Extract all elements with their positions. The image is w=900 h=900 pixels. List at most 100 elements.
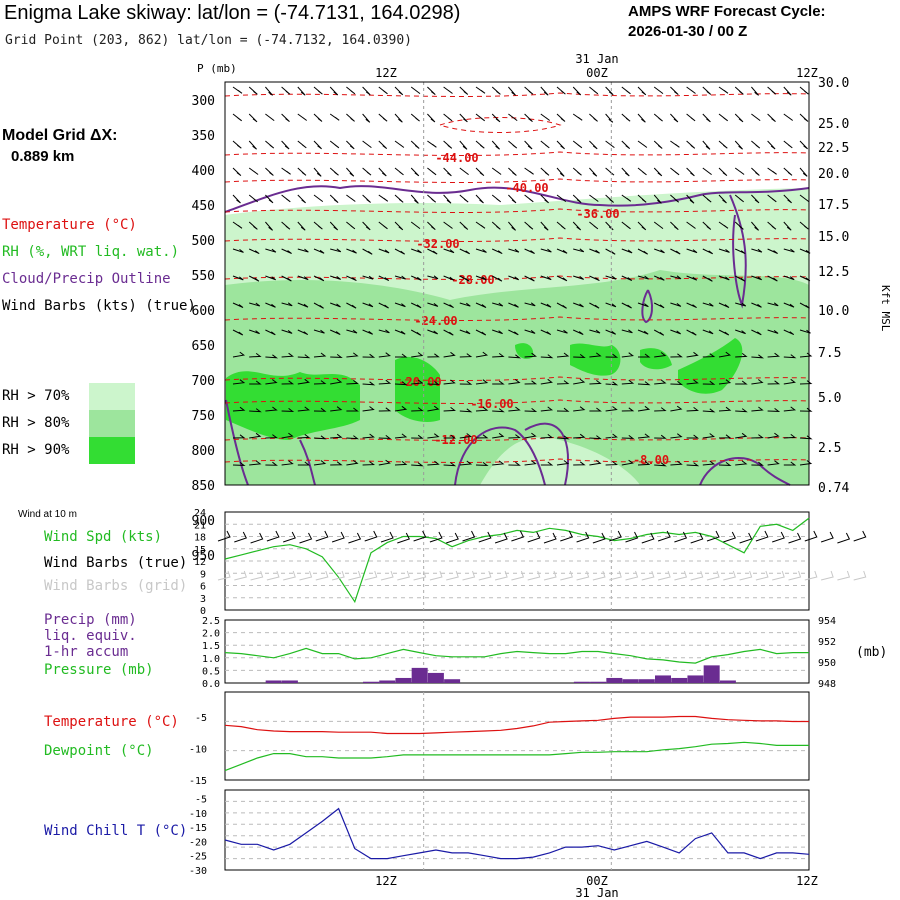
wind-barb: [508, 86, 516, 96]
precip-ytick: 0.0: [202, 679, 220, 690]
wind-barb: [686, 221, 696, 229]
wind-barb: [540, 302, 552, 308]
wind-barb: [767, 167, 777, 175]
wind-barb: [621, 113, 631, 122]
wind-barb: [297, 167, 307, 176]
wind-barb: [330, 354, 343, 358]
wind-barb: [540, 221, 549, 231]
wind-barb: [637, 221, 647, 231]
temp-contour-label: -44.00: [435, 151, 478, 165]
wind-barb-true: [723, 531, 737, 543]
wind-barb-true: [429, 531, 443, 543]
rh90-region-b: [395, 356, 440, 422]
wind-barb: [329, 113, 340, 121]
wind-barb: [249, 302, 261, 307]
wind-barbs-true-label: Wind Barbs (true): [44, 555, 188, 571]
wind-barb: [265, 113, 275, 121]
wind-barb: [718, 113, 729, 122]
precip-bar: [363, 681, 379, 683]
pressure-axis-unit: (mb): [856, 645, 887, 660]
wind-barb: [394, 248, 405, 255]
wind-barb: [249, 329, 260, 335]
wind-barb: [459, 353, 473, 358]
wind-barb: [411, 352, 424, 358]
wind-barb: [621, 302, 632, 309]
wind-barb: [410, 194, 419, 204]
wind-barb: [378, 140, 388, 149]
wind-barb: [783, 302, 795, 308]
wind-barb: [556, 329, 568, 334]
pressure-tick-label: 350: [192, 129, 215, 144]
wind-barb: [297, 461, 311, 466]
wind-barb: [605, 221, 614, 231]
windchill-line: [224, 807, 810, 860]
wind-barb-true: [755, 530, 769, 542]
wind-barb: [799, 407, 813, 412]
wind-barb: [281, 221, 291, 230]
windchill-ytick: -25: [189, 852, 207, 863]
dewpoint-line: [224, 741, 809, 772]
date-label-bottom: 31 Jan: [575, 886, 618, 900]
wind-barb: [281, 408, 295, 412]
wind-barb: [232, 379, 246, 385]
wind-barb: [281, 460, 294, 466]
wind-barb-true: [511, 530, 525, 542]
wind-barb: [589, 221, 599, 230]
wind-barb: [573, 378, 586, 385]
wind-barb: [589, 275, 600, 282]
rh90-region-a: [226, 371, 360, 440]
wind-barb: [751, 167, 760, 176]
wind-barb-grid: [462, 570, 476, 581]
wind-barb: [362, 302, 374, 308]
wind-barb: [459, 86, 469, 95]
wind-barb: [508, 167, 517, 176]
temp-contour-label: -32.00: [416, 237, 459, 251]
wind-barb: [313, 194, 324, 202]
wind-barb: [605, 248, 616, 255]
wind-barb: [702, 353, 716, 358]
wind-barb: [799, 380, 813, 385]
wind-barb: [783, 113, 793, 121]
wind-barb: [670, 460, 683, 466]
wind-barb: [329, 221, 339, 231]
temp-contour-3: [224, 208, 810, 213]
wind-barb: [232, 329, 244, 336]
wind-ytick: 3: [200, 594, 206, 605]
wind-barb: [410, 167, 420, 177]
time-tick-top: 12Z: [375, 66, 397, 80]
precip-label-3: 1-hr accum: [44, 644, 129, 660]
wind-barb-grid: [641, 570, 655, 581]
rh90-region-d: [640, 348, 672, 370]
wind-barb: [508, 379, 521, 385]
wind-barb: [702, 167, 712, 175]
wind-barb: [410, 221, 421, 229]
wind-barb: [508, 194, 517, 204]
wind-barb: [751, 221, 759, 231]
wind-barb: [589, 86, 599, 95]
wind-barb: [589, 435, 603, 440]
wind-barb: [735, 353, 748, 358]
wind-barb: [394, 461, 408, 466]
wind-barb: [702, 460, 716, 466]
wind-barb: [475, 248, 487, 253]
wind-barb: [248, 86, 258, 95]
wind-barb: [410, 86, 421, 94]
wind-barb: [589, 167, 598, 177]
wind-barb: [751, 113, 761, 121]
wind-barb: [346, 113, 355, 122]
wind-barb: [735, 432, 748, 439]
wind-barb: [556, 221, 566, 230]
wind-barb: [524, 380, 538, 385]
pressure-tick-label: 600: [192, 304, 215, 319]
wind-barb: [556, 352, 570, 358]
wind-barb: [573, 461, 586, 466]
cloud-outline-arc: [454, 426, 546, 486]
wind-barb-grid: [217, 570, 231, 581]
wind-barb: [394, 221, 404, 231]
wind-barb: [265, 140, 275, 149]
wind-barb: [249, 353, 262, 358]
wind-barb: [605, 461, 619, 466]
wind-barb: [378, 113, 388, 122]
wind-barb: [751, 434, 764, 439]
wind-barb: [248, 221, 258, 230]
